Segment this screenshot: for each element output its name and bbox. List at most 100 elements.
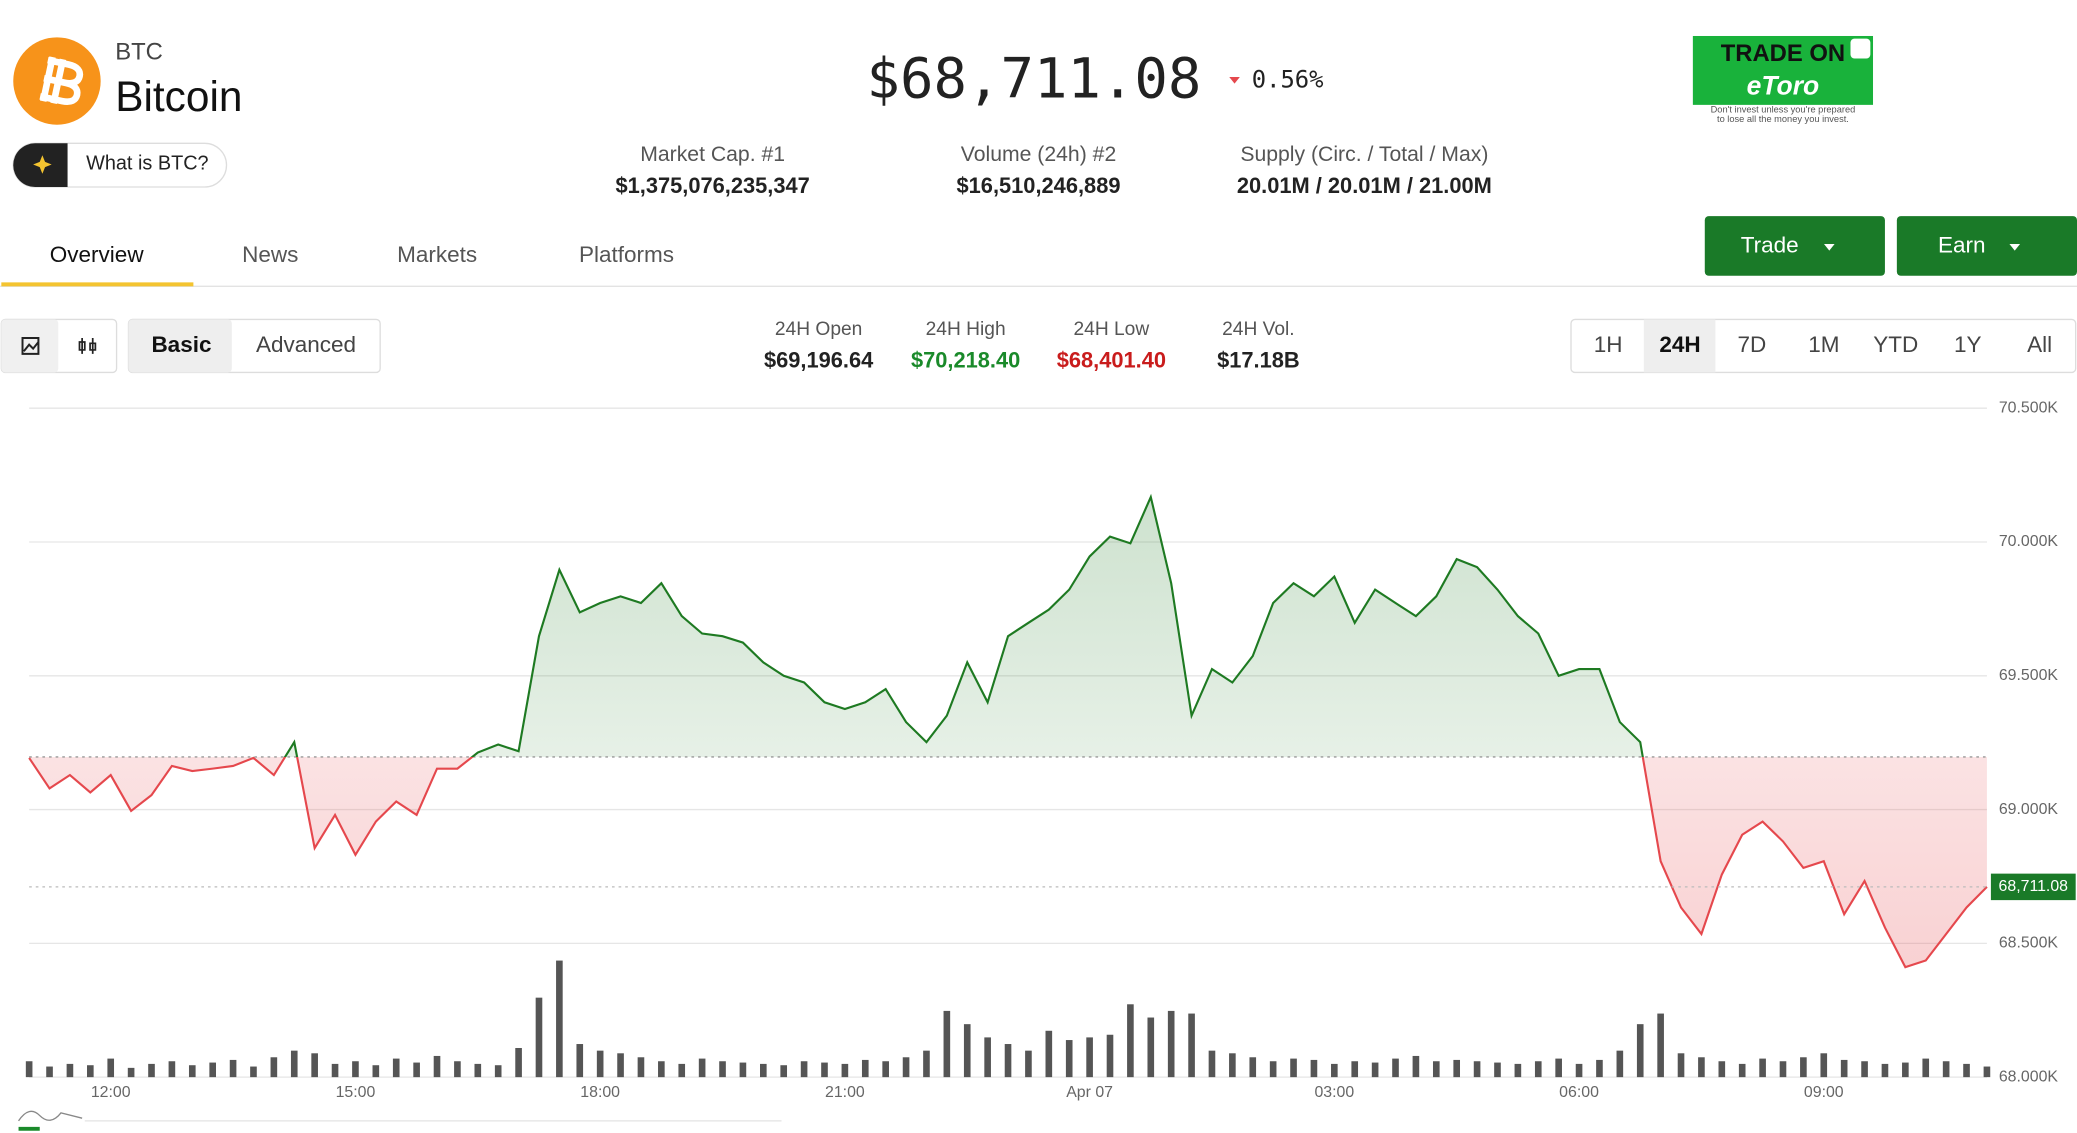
last-price-tag <box>1990 873 2076 901</box>
sparkle-icon <box>33 155 52 174</box>
volume-bar <box>127 1067 135 1078</box>
tab[interactable]: Platforms <box>579 242 674 267</box>
volume-bar <box>433 1055 441 1078</box>
range-label[interactable]: All <box>2027 332 2052 357</box>
volume-bar <box>1106 1034 1114 1078</box>
volume-bar <box>66 1063 74 1078</box>
volume-bar <box>474 1063 482 1078</box>
range-label[interactable]: 1M <box>1808 332 1839 357</box>
trade-button[interactable] <box>1704 216 1885 276</box>
volume-bar <box>1331 1063 1338 1078</box>
x-tick-label: 15:00 <box>336 1084 376 1101</box>
volume-bar <box>759 1063 767 1078</box>
ad-disclaimer: to lose all the money you invest. <box>1717 114 1849 124</box>
volume-bar <box>1004 1044 1012 1078</box>
x-tick-label: 21:00 <box>825 1084 865 1101</box>
range-label[interactable]: YTD <box>1873 332 1918 357</box>
stat-label: Volume (24h) #2 <box>961 143 1116 166</box>
volume-bar <box>168 1061 176 1078</box>
volume-bar <box>576 1044 584 1078</box>
volume-bar <box>1147 1017 1155 1078</box>
caret <box>1823 243 1835 251</box>
y-tick-label: 70.500K <box>1999 399 2059 416</box>
volume-bar <box>46 1066 53 1078</box>
volume-bar <box>698 1058 706 1078</box>
ad-info[interactable] <box>1850 38 1871 59</box>
x-tick-label: Apr 07 <box>1066 1084 1113 1101</box>
volume-bar <box>821 1062 828 1078</box>
volume-bar <box>1636 1024 1644 1078</box>
area-down <box>29 756 1987 968</box>
earn-button[interactable] <box>1896 216 2077 276</box>
volume-bar <box>331 1063 339 1078</box>
volume-bar <box>1820 1053 1828 1078</box>
y-tick-label: 70.000K <box>1999 533 2059 550</box>
tab[interactable]: Overview <box>50 242 145 267</box>
mode-label[interactable]: Advanced <box>256 332 356 357</box>
button-label[interactable]: Trade <box>1741 233 1799 258</box>
volume-bar <box>1718 1061 1726 1078</box>
volume-bar <box>596 1050 604 1078</box>
volume-bar <box>107 1058 115 1078</box>
volume-bar <box>1922 1058 1930 1078</box>
button-label[interactable]: Earn <box>1938 233 1986 258</box>
volume-bar <box>1575 1063 1583 1078</box>
volume-bar <box>1698 1057 1705 1078</box>
line-icon <box>21 337 40 355</box>
x-tick-label: 09:00 <box>1804 1084 1844 1101</box>
stat-label: Market Cap. #1 <box>640 143 785 166</box>
volume-bar <box>392 1058 400 1078</box>
day-stat-label: 24H Low <box>1073 319 1149 340</box>
volume-bar <box>1534 1061 1542 1078</box>
x-tick-label: 06:00 <box>1559 1084 1599 1101</box>
x-tick-label: 12:00 <box>91 1084 131 1101</box>
volume-bar <box>902 1057 910 1078</box>
day-stat-label: 24H Open <box>775 319 862 340</box>
candle-icon[interactable] <box>78 338 97 354</box>
range-label[interactable]: 7D <box>1738 332 1767 357</box>
ad-banner[interactable] <box>1692 35 1874 105</box>
what-is-label[interactable]: What is BTC? <box>86 153 208 175</box>
volume-bar <box>800 1061 808 1078</box>
change-arrow <box>1229 77 1240 84</box>
range-label[interactable]: 24H <box>1659 332 1700 357</box>
price-line-up <box>253 493 1644 757</box>
tab[interactable]: News <box>242 242 298 267</box>
volume-bar <box>1371 1062 1379 1078</box>
volume-bar <box>1779 1061 1787 1078</box>
range-label[interactable]: 1Y <box>1954 332 1982 357</box>
volume-bar <box>617 1053 624 1078</box>
volume-bar <box>1310 1059 1318 1078</box>
volume-bar <box>1983 1066 1991 1078</box>
mode-selected[interactable] <box>128 319 232 373</box>
range-label[interactable]: 1H <box>1594 332 1623 357</box>
range-selected[interactable] <box>1643 319 1716 373</box>
volume-bar <box>1127 1004 1134 1078</box>
volume-bar <box>1555 1058 1562 1078</box>
volume-bar <box>1453 1059 1461 1078</box>
volume-bar <box>658 1061 665 1078</box>
x-tick-label: 03:00 <box>1314 1084 1354 1101</box>
mode-label[interactable]: Basic <box>151 332 211 357</box>
volume-bar <box>250 1066 257 1078</box>
day-stat-label: 24H Vol. <box>1222 319 1295 340</box>
volume-bar <box>1167 1010 1175 1078</box>
volume-bar <box>963 1024 971 1078</box>
stat-value: $1,375,076,235,347 <box>615 173 809 198</box>
volume-bar <box>780 1065 788 1078</box>
volume-bar <box>1351 1061 1359 1078</box>
y-tick-label: 69.500K <box>1999 667 2059 684</box>
volume-bar <box>1269 1061 1277 1078</box>
volume-bar <box>719 1061 726 1078</box>
volume-bar <box>1392 1058 1399 1078</box>
volume-bar <box>1881 1063 1889 1078</box>
stat-label: Supply (Circ. / Total / Max) <box>1240 143 1488 166</box>
y-tick-label: 69.000K <box>1999 801 2059 818</box>
tab[interactable]: Markets <box>397 242 477 267</box>
volume-bar <box>229 1059 237 1078</box>
coin-name: Bitcoin <box>115 73 242 120</box>
volume-bar <box>494 1065 502 1078</box>
day-stat-value: $70,218.40 <box>911 348 1020 373</box>
volume-bar <box>841 1063 849 1078</box>
volume-bar <box>1025 1050 1032 1078</box>
